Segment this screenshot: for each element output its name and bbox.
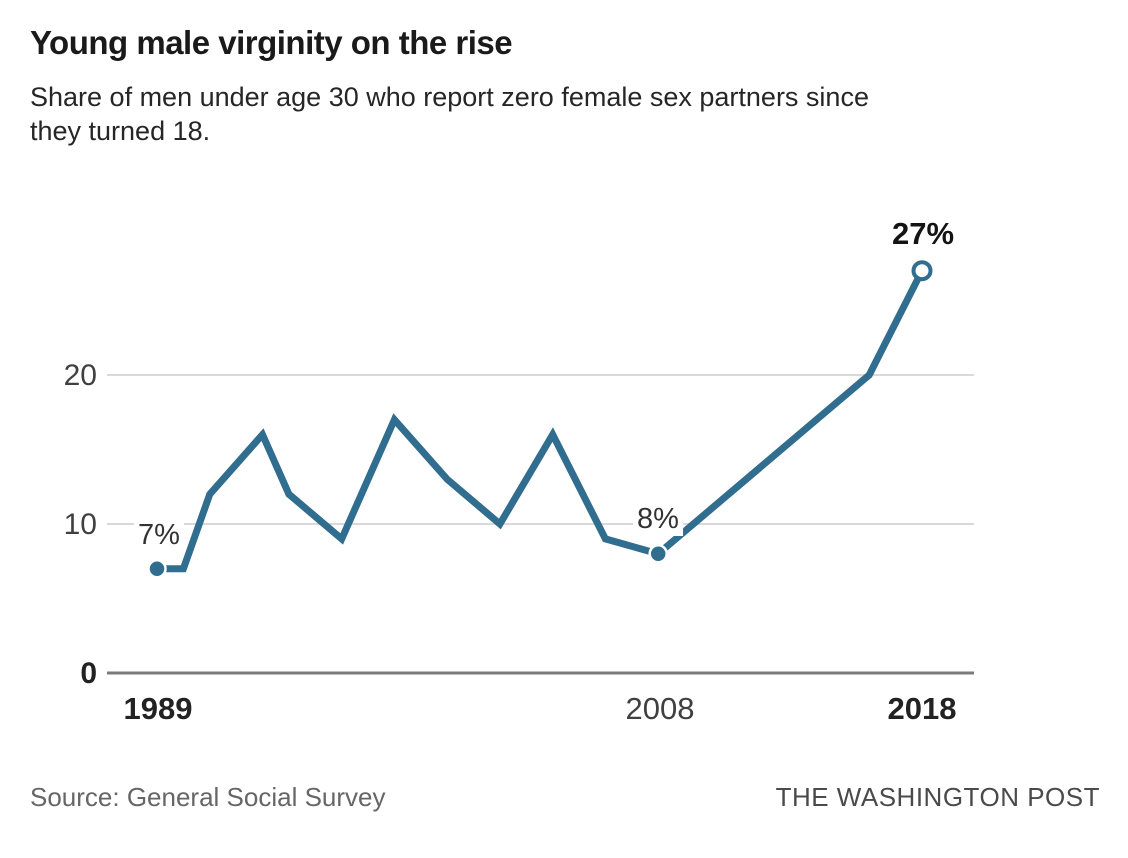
- data-point-2008: [650, 545, 667, 562]
- x-tick-1989: 1989: [124, 691, 193, 727]
- publisher-credit: THE WASHINGTON POST: [776, 782, 1100, 813]
- gridlines: [107, 375, 974, 673]
- x-tick-2008: 2008: [626, 691, 695, 727]
- data-point-1989: [149, 560, 166, 577]
- source-note: Source: General Social Survey: [30, 782, 386, 813]
- y-tick-20: 20: [0, 358, 97, 394]
- y-tick-10: 10: [0, 507, 97, 543]
- y-tick-0: 0: [0, 656, 97, 692]
- data-label-1989: 7%: [134, 518, 184, 552]
- data-label-2008: 8%: [633, 502, 683, 536]
- line-chart-canvas: [0, 0, 1128, 858]
- x-tick-2018: 2018: [888, 691, 957, 727]
- data-point-2018: [914, 262, 931, 279]
- data-label-2018: 27%: [888, 217, 958, 251]
